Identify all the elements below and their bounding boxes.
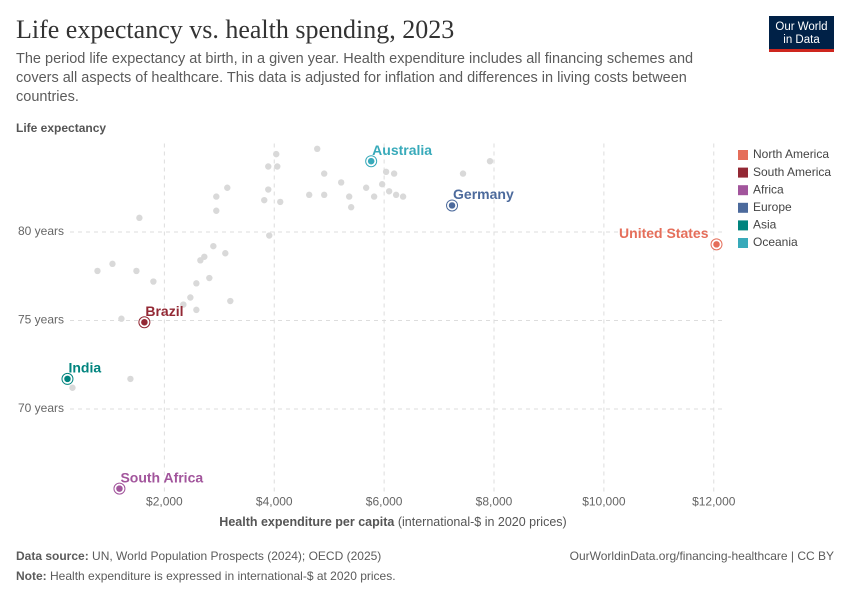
point — [136, 214, 143, 222]
x-tick-label: $6,000 — [366, 495, 403, 509]
x-axis-label-unit: (international-$ in 2020 prices) — [398, 515, 567, 529]
point — [277, 198, 284, 206]
point — [320, 191, 328, 199]
point — [385, 188, 393, 195]
legend-label: Asia — [753, 218, 777, 232]
x-axis-label-main: Health expenditure per capita — [219, 515, 395, 529]
point — [345, 193, 353, 200]
point — [224, 184, 231, 191]
legend-label: Oceania — [753, 235, 798, 249]
point-label: United States — [619, 225, 709, 241]
x-tick-label: $10,000 — [582, 495, 626, 509]
point — [390, 170, 398, 177]
x-tick-label: $12,000 — [692, 495, 736, 509]
legend-swatch — [738, 202, 748, 213]
point — [392, 191, 400, 199]
point — [118, 315, 125, 322]
x-axis-label: Health expenditure per capita (internati… — [219, 515, 566, 529]
point — [150, 278, 157, 285]
point — [127, 375, 134, 383]
point — [213, 207, 220, 214]
legend-swatch — [738, 220, 748, 231]
point-label: Germany — [453, 186, 514, 202]
point — [347, 204, 355, 211]
source: Data source: UN, World Population Prospe… — [16, 549, 381, 563]
point — [210, 242, 217, 250]
point — [69, 384, 76, 391]
point — [448, 201, 456, 210]
legend-swatch — [738, 238, 748, 248]
chart-subtitle: The period life expectancy at birth, in … — [16, 51, 694, 105]
point — [273, 150, 280, 158]
point — [399, 193, 407, 200]
point — [367, 157, 375, 165]
point — [370, 193, 378, 200]
point — [193, 280, 200, 287]
point — [140, 318, 149, 327]
point — [265, 186, 272, 193]
logo-text: Our World — [775, 21, 827, 33]
point — [274, 163, 281, 170]
point — [362, 184, 370, 191]
point — [459, 170, 467, 177]
legend-label: South America — [753, 165, 831, 179]
point — [222, 250, 229, 257]
note-text: Health expenditure is expressed in inter… — [50, 569, 396, 583]
logo-text: in Data — [783, 34, 820, 46]
point — [305, 191, 313, 199]
point — [213, 193, 220, 200]
legend-swatch — [738, 185, 748, 196]
point — [314, 145, 321, 153]
x-tick-label: $2,000 — [146, 495, 183, 509]
point — [109, 260, 116, 268]
point — [206, 274, 213, 282]
point — [197, 257, 204, 264]
point-label: India — [68, 360, 101, 376]
point — [180, 301, 187, 308]
point — [227, 297, 234, 305]
y-tick-label: 70 years — [18, 401, 64, 415]
chart-title: Life expectancy vs. health spending, 202… — [16, 15, 454, 44]
point — [378, 181, 386, 188]
legend-label: North America — [753, 147, 829, 161]
note-label: Note: — [16, 569, 47, 583]
legend-swatch — [738, 167, 748, 178]
point — [337, 179, 345, 186]
legend-label: Africa — [753, 182, 784, 196]
logo-bar — [769, 49, 834, 52]
point — [133, 267, 140, 275]
point — [115, 484, 124, 493]
x-tick-label: $4,000 — [256, 495, 293, 509]
y-tick-label: 75 years — [18, 313, 64, 327]
logo-box — [769, 16, 834, 52]
point — [265, 163, 272, 170]
point — [382, 168, 390, 176]
point — [63, 375, 72, 383]
source-label: Data source: — [16, 549, 89, 563]
y-axis-label: Life expectancy — [16, 121, 106, 135]
legend-swatch — [738, 150, 748, 160]
point — [187, 294, 194, 301]
y-tick-label: 80 years — [18, 224, 64, 238]
subtitle-box: The period life expectancy at birth, in … — [16, 51, 694, 105]
point-label: South Africa — [120, 469, 203, 485]
point-label: Australia — [372, 142, 432, 158]
legend-label: Europe — [753, 200, 792, 214]
x-tick-label: $8,000 — [476, 495, 513, 509]
point-label: Brazil — [145, 303, 183, 319]
point — [193, 306, 200, 314]
source-text: UN, World Population Prospects (2024); O… — [92, 549, 381, 563]
point — [486, 158, 494, 165]
point — [266, 232, 273, 239]
url: OurWorldinData.org/financing-healthcare … — [570, 549, 834, 563]
point — [94, 267, 101, 275]
point — [712, 240, 721, 249]
point — [261, 196, 268, 204]
note: Note: Health expenditure is expressed in… — [16, 569, 396, 583]
point — [320, 170, 328, 177]
